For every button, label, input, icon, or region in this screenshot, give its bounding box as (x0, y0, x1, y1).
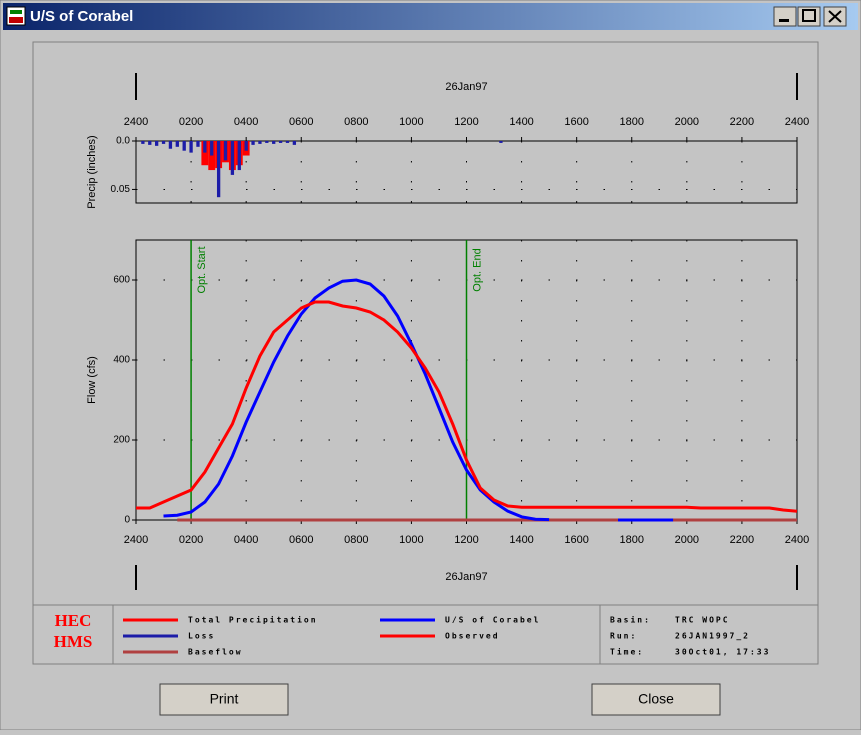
y-tick-label: 400 (113, 355, 130, 366)
x-tick-label: 2400 (785, 116, 809, 128)
y-tick-label: 0.0 (116, 136, 130, 147)
precip-bar (216, 141, 221, 198)
precip-bar (182, 141, 186, 151)
info-label: Run: (610, 632, 637, 641)
x-tick-label: 2000 (675, 534, 699, 546)
info-value: TRC WOPC (675, 616, 730, 625)
precip-bar (161, 141, 166, 144)
legend-label: Baseflow (188, 648, 243, 657)
y-tick-label: 600 (113, 275, 130, 286)
y-tick-label: 0 (124, 515, 130, 526)
x-tick-label: 0200 (179, 116, 203, 128)
precip-bar (203, 141, 207, 153)
button-label[interactable]: Print (210, 691, 239, 707)
x-tick-label: 2200 (730, 116, 754, 128)
x-tick-label: 0400 (234, 534, 258, 546)
x-tick-label: 0600 (289, 534, 313, 546)
x-tick-label: 1800 (620, 116, 644, 128)
x-tick-label: 1400 (509, 534, 533, 546)
y-axis-label: Flow (cfs) (86, 356, 98, 404)
logo-text: HMS (54, 632, 93, 651)
x-tick-label: 2400 (785, 534, 809, 546)
maximize-button[interactable] (797, 6, 821, 27)
optimization-label: Opt. Start (196, 246, 208, 293)
precip-bar (237, 141, 241, 171)
precip-bar (265, 141, 269, 143)
precip-bar (196, 141, 200, 147)
y-tick-label: 0.05 (111, 184, 131, 195)
precip-bar (175, 141, 179, 147)
precip-bar (168, 141, 173, 149)
x-tick-label: 1600 (564, 534, 588, 546)
x-tick-label: 0200 (179, 534, 203, 546)
x-tick-label: 1000 (399, 534, 423, 546)
y-tick-label: 200 (113, 435, 130, 446)
flow-line (136, 300, 798, 513)
precip-bar (292, 141, 297, 145)
title-bar (3, 3, 858, 30)
logo-text: HEC (55, 611, 92, 630)
precip-bar (210, 141, 214, 156)
x-tick-label: 2400 (124, 116, 148, 128)
legend-label: U/S of Corabel (445, 616, 540, 625)
x-tick-label: 2200 (730, 534, 754, 546)
x-tick-label: 2400 (124, 534, 148, 546)
x-tick-label: 0800 (344, 534, 368, 546)
print-button[interactable]: Print (159, 683, 289, 716)
legend-label: Observed (445, 632, 500, 641)
precip-bar (148, 141, 152, 145)
precip-bar (499, 141, 503, 143)
x-tick-label: 1000 (399, 116, 423, 128)
date-label: 26Jan97 (445, 571, 487, 583)
precip-bar (258, 141, 262, 144)
window-icon (6, 6, 26, 26)
precip-bar (201, 141, 209, 166)
precip-bar (244, 141, 248, 151)
info-label: Basin: (610, 615, 651, 625)
optimization-label: Opt. End (471, 248, 483, 291)
precip-bar (155, 141, 159, 146)
legend-label: Loss (188, 632, 215, 641)
precip-bar (272, 141, 276, 144)
date-label: 26Jan97 (445, 81, 487, 93)
flow-line (163, 278, 674, 522)
close-button[interactable]: Close (591, 683, 721, 716)
minimize-button[interactable] (773, 6, 797, 27)
button-label[interactable]: Close (638, 691, 674, 707)
precip-bar (223, 141, 228, 161)
x-tick-label: 1200 (454, 116, 478, 128)
x-tick-label: 0600 (289, 116, 313, 128)
precip-bar (141, 141, 145, 144)
y-axis-label: Precip (inches) (86, 135, 98, 208)
x-tick-label: 1200 (454, 534, 478, 546)
precip-bar (189, 141, 193, 153)
x-tick-label: 1400 (509, 116, 533, 128)
x-tick-label: 1800 (620, 534, 644, 546)
x-tick-label: 1600 (564, 116, 588, 128)
precip-bar (285, 141, 290, 143)
window-title: U/S of Corabel (30, 8, 133, 25)
x-tick-label: 0400 (234, 116, 258, 128)
x-tick-label: 2000 (675, 116, 699, 128)
x-tick-label: 0800 (344, 116, 368, 128)
precip-bar (278, 141, 283, 143)
info-label: Time: (610, 647, 644, 657)
info-value: 30Oct01, 17:33 (675, 648, 770, 657)
legend-label: Total Precipitation (188, 615, 318, 625)
close-window-button[interactable] (823, 6, 847, 27)
precip-bar (230, 141, 235, 175)
precip-bar (251, 141, 255, 145)
info-value: 26JAN1997_2 (675, 632, 750, 641)
